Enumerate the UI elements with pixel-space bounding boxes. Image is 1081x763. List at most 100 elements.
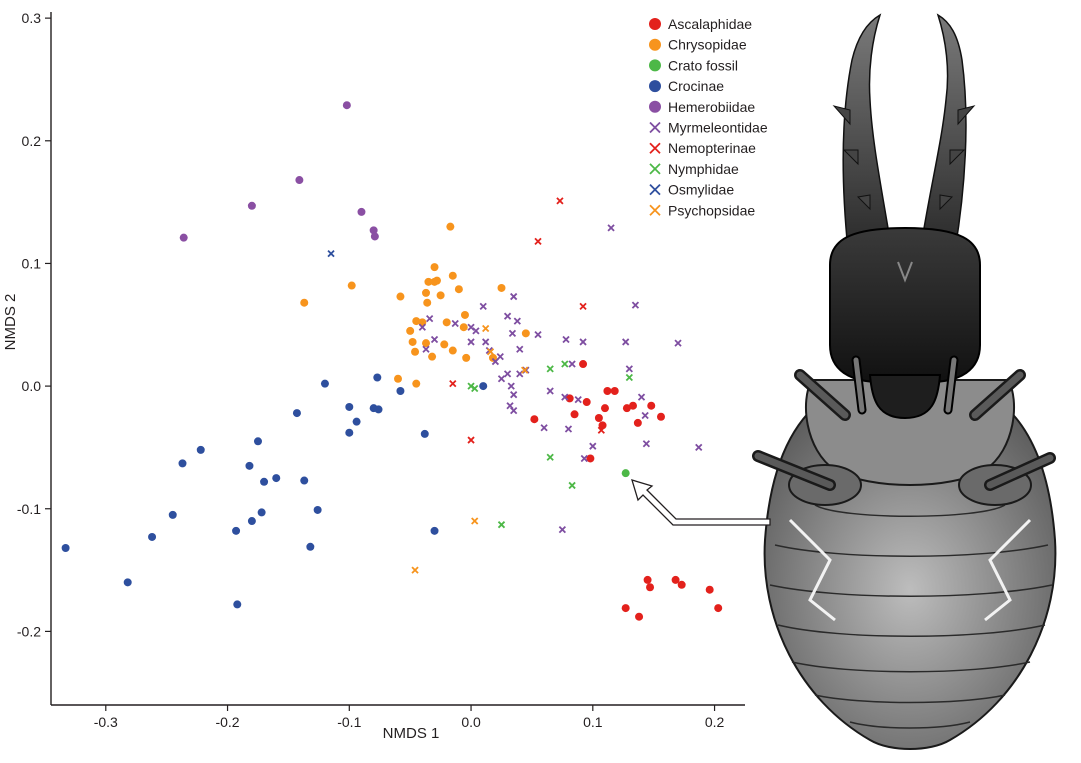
crocinae-point (168, 510, 177, 519)
nymphidae-point (471, 384, 479, 393)
legend-marker-osmylidae (649, 183, 661, 196)
ascalaphidae-point (633, 418, 642, 427)
chrysopidae-point (442, 318, 451, 327)
hemerobiidae-point (370, 232, 379, 241)
y-tick-label: 0.1 (22, 255, 42, 271)
crocinae-point (345, 428, 354, 437)
hemerobiidae-point (342, 101, 351, 110)
ascalaphidae-point (603, 387, 612, 396)
x-tick-label: -0.2 (215, 714, 239, 730)
chrysopidae-point (436, 291, 445, 300)
myrmeleontidae-point (574, 395, 582, 404)
myrmeleontidae-point (422, 345, 430, 353)
myrmeleontidae-point (558, 525, 567, 534)
ascalaphidae-point (671, 575, 680, 584)
legend-label-myrmeleontidae: Myrmeleontidae (668, 120, 768, 136)
chrysopidae-point (411, 347, 420, 356)
myrmeleontidae-point (508, 329, 517, 337)
chrysopidae-point (424, 277, 433, 286)
osmylidae-point (327, 249, 335, 258)
x-tick-label: 0.2 (705, 714, 725, 730)
myrmeleontidae-point (540, 424, 548, 432)
crocinae-point (272, 474, 281, 483)
crocinae-point (300, 476, 309, 485)
chrysopidae-point (446, 222, 455, 231)
myrmeleontidae-point (503, 312, 512, 320)
myrmeleontidae-point (631, 301, 640, 309)
legend-marker-psychopsidae (649, 204, 661, 216)
y-tick-label: 0.0 (22, 378, 42, 394)
crocinae-point (257, 508, 266, 517)
chrysopidae-point (422, 288, 431, 297)
crocinae-point (396, 387, 405, 396)
myrmeleontidae-point (564, 425, 573, 433)
myrmeleontidae-point (510, 292, 518, 301)
crocinae-point (233, 600, 242, 609)
ascalaphidae-point (643, 575, 652, 584)
psychopsidae-point (520, 366, 529, 374)
legend-marker-nymphidae (649, 163, 661, 175)
myrmeleontidae-point (589, 442, 597, 450)
myrmeleontidae-point (622, 338, 630, 346)
chrysopidae-point (408, 337, 417, 346)
chrysopidae-point (459, 323, 468, 332)
y-tick-label: 0.2 (22, 133, 42, 149)
legend-label-chrysopidae: Chrysopidae (668, 37, 747, 53)
ascalaphidae-point (705, 585, 714, 594)
myrmeleontidae-point (561, 393, 569, 401)
chrysopidae-point (430, 263, 439, 272)
chrysopidae-point (396, 292, 405, 301)
myrmeleontidae-point (625, 365, 633, 373)
chrysopidae-point (394, 374, 402, 383)
myrmeleontidae-point (641, 411, 649, 420)
myrmeleontidae-point (496, 353, 504, 361)
crocinae-point (61, 544, 70, 553)
myrmeleontidae-point (510, 391, 518, 399)
y-tick-label: -0.2 (17, 623, 41, 639)
myrmeleontidae-point (451, 319, 459, 328)
ascalaphidae-point (582, 398, 591, 407)
ascalaphidae-point (622, 404, 631, 413)
chrysopidae-point (300, 298, 309, 307)
chrysopidae-point (347, 281, 356, 290)
chrysopidae-point (428, 352, 437, 361)
chrysopidae-point (497, 283, 506, 292)
legend: Ascalaphidae Chrysopidae Crato fossil Croci… (649, 16, 768, 218)
hemerobiidae-point (247, 201, 256, 210)
crocinae-point (292, 409, 301, 418)
legend-label-nemopterinae: Nemopterinae (668, 140, 756, 156)
myrmeleontidae-point (516, 345, 524, 353)
crocinae-point (245, 461, 254, 470)
psychopsidae-point (482, 324, 490, 333)
chrysopidae-point (454, 285, 463, 294)
chrysopidae-point (440, 340, 449, 349)
x-tick-label: -0.3 (94, 714, 118, 730)
crocinae-point (420, 429, 429, 438)
crocinae-point (320, 379, 329, 388)
myrmeleontidae-point (418, 323, 426, 331)
myrmeleontidae-point (430, 335, 439, 344)
legend-marker-crato-fossil (649, 59, 661, 72)
crocinae-point (430, 526, 439, 535)
myrmeleontidae-point (507, 382, 515, 390)
ascalaphidae-point (598, 421, 607, 430)
crocinae-point (374, 405, 383, 414)
myrmeleontidae-point (607, 224, 615, 232)
crocinae-point (253, 437, 262, 446)
ascalaphidae-point (579, 360, 588, 369)
y-axis-title: NMDS 2 (2, 294, 19, 351)
myrmeleontidae-point (580, 454, 588, 463)
fossil-larva-illustration (752, 13, 1057, 750)
myrmeleontidae-point (562, 335, 570, 344)
crocinae-point (352, 417, 361, 426)
myrmeleontidae-point (695, 443, 703, 452)
myrmeleontidae-point (467, 338, 475, 346)
ascalaphidae-point (586, 454, 595, 463)
psychopsidae-point (411, 566, 419, 574)
fossil-pointer-arrow (631, 479, 771, 526)
data-points (61, 101, 723, 621)
nemopterinae-point (556, 197, 564, 205)
chrysopidae-point (460, 310, 469, 319)
crocinae-point (148, 532, 157, 541)
